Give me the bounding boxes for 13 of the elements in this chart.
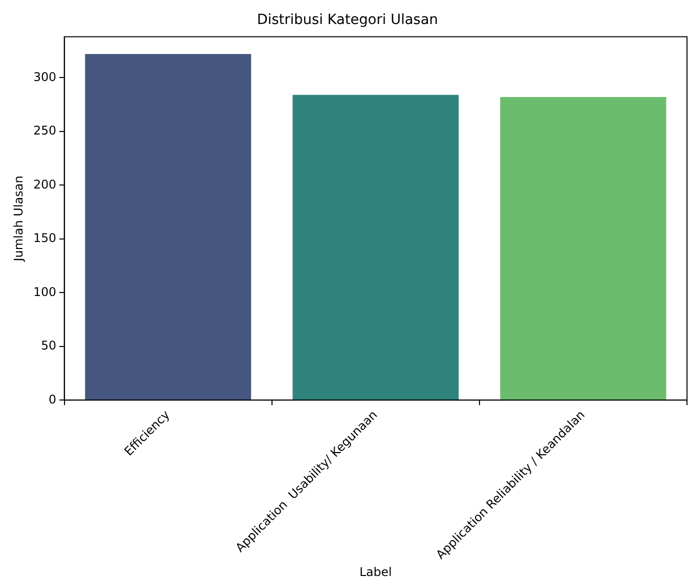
bar (85, 54, 252, 400)
x-axis-title: Label (359, 564, 392, 579)
y-axis-title: Jumlah Ulasan (11, 176, 26, 262)
y-tick-label: 150 (33, 231, 56, 246)
y-tick-label: 0 (48, 392, 56, 406)
y-tick-label: 300 (33, 70, 56, 84)
y-tick-label: 100 (33, 284, 56, 299)
y-tick-label: 200 (33, 177, 56, 192)
bar (292, 94, 459, 400)
chart-title: Distribusi Kategori Ulasan (256, 12, 438, 28)
y-tick-label: 50 (41, 338, 56, 353)
bar (500, 97, 666, 400)
y-tick-label: 250 (33, 124, 56, 138)
